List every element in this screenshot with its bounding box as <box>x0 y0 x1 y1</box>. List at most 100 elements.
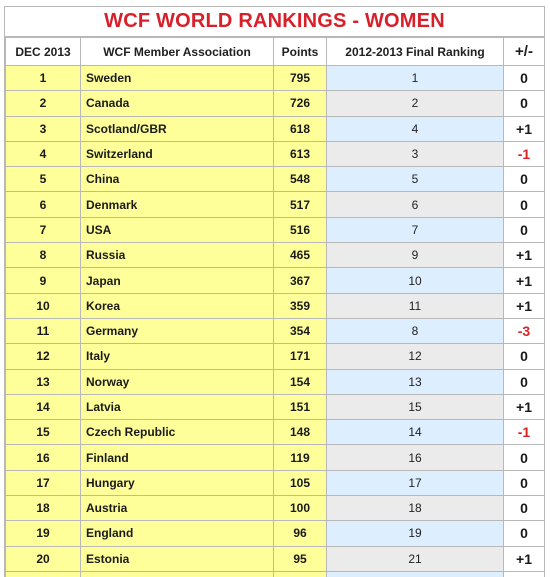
rank-cell: 3 <box>5 115 81 142</box>
association-cell: China <box>80 166 274 193</box>
column-header-final-ranking: 2012-2013 Final Ranking <box>326 37 504 66</box>
table-row: 15 Czech Republic 148 14 -1 <box>5 419 544 446</box>
rank-cell: 19 <box>5 520 81 547</box>
association-cell: Estonia <box>80 545 274 572</box>
association-cell: Hungary <box>80 469 274 497</box>
rank-cell: 1 <box>5 64 81 92</box>
change-cell: -1 <box>503 140 544 168</box>
change-cell: +1 <box>503 267 544 294</box>
points-cell: 465 <box>273 242 327 269</box>
column-header-change: +/- <box>503 37 544 66</box>
final-ranking-cell: 12 <box>326 343 504 370</box>
association-cell: Austria <box>80 495 274 522</box>
change-cell: 0 <box>503 191 544 218</box>
points-cell: 516 <box>273 216 327 244</box>
final-ranking-cell: 1 <box>326 64 504 92</box>
final-ranking-cell: 10 <box>326 267 504 294</box>
table-row: 4 Switzerland 613 3 -1 <box>5 140 544 168</box>
points-cell: 96 <box>273 520 327 547</box>
points-cell: 95 <box>273 545 327 572</box>
table-row: 10 Korea 359 11 +1 <box>5 292 544 319</box>
change-cell: -1 <box>503 419 544 446</box>
rank-cell: 9 <box>5 267 81 294</box>
rank-cell: 17 <box>5 469 81 497</box>
change-cell: 0 <box>503 368 544 395</box>
association-cell: Sweden <box>80 64 274 92</box>
final-ranking-cell: 16 <box>326 444 504 471</box>
change-cell: +1 <box>503 292 544 319</box>
rank-cell: 20 <box>5 545 81 572</box>
rankings-table: DEC 2013 WCF Member Association Points 2… <box>5 37 544 577</box>
final-ranking-cell: 15 <box>326 393 504 421</box>
association-cell: Czech Republic <box>80 419 274 446</box>
association-cell: Scotland/GBR <box>80 115 274 142</box>
empty-cell <box>80 570 274 577</box>
change-cell: 0 <box>503 444 544 471</box>
points-cell: 100 <box>273 495 327 522</box>
rank-cell: 18 <box>5 495 81 522</box>
rankings-frame: WCF WORLD RANKINGS - WOMEN DEC 2013 WCF … <box>4 6 545 577</box>
column-header-association: WCF Member Association <box>80 37 274 66</box>
change-cell: +1 <box>503 115 544 142</box>
table-row: 6 Denmark 517 6 0 <box>5 191 544 218</box>
table-row: 13 Norway 154 13 0 <box>5 368 544 395</box>
table-row: 2 Canada 726 2 0 <box>5 90 544 117</box>
column-header-points: Points <box>273 37 327 66</box>
association-cell: Germany <box>80 317 274 345</box>
final-ranking-cell: 7 <box>326 216 504 244</box>
final-ranking-cell: 13 <box>326 368 504 395</box>
table-row: 18 Austria 100 18 0 <box>5 495 544 522</box>
change-cell: -3 <box>503 317 544 345</box>
empty-cell <box>326 570 504 577</box>
association-cell: USA <box>80 216 274 244</box>
association-cell: Italy <box>80 343 274 370</box>
final-ranking-cell: 2 <box>326 90 504 117</box>
association-cell: Latvia <box>80 393 274 421</box>
association-cell: Finland <box>80 444 274 471</box>
final-ranking-cell: 9 <box>326 242 504 269</box>
final-ranking-cell: 18 <box>326 495 504 522</box>
association-cell: Russia <box>80 242 274 269</box>
points-cell: 171 <box>273 343 327 370</box>
table-row: 17 Hungary 105 17 0 <box>5 469 544 497</box>
table-row: 20 Estonia 95 21 +1 <box>5 545 544 572</box>
table-row-cutoff <box>5 570 544 577</box>
change-cell: +1 <box>503 393 544 421</box>
page-title: WCF WORLD RANKINGS - WOMEN <box>5 7 544 37</box>
final-ranking-cell: 3 <box>326 140 504 168</box>
table-row: 16 Finland 119 16 0 <box>5 444 544 471</box>
empty-cell <box>503 570 544 577</box>
points-cell: 148 <box>273 419 327 446</box>
final-ranking-cell: 4 <box>326 115 504 142</box>
rank-cell: 10 <box>5 292 81 319</box>
empty-cell <box>5 570 81 577</box>
column-header-rank: DEC 2013 <box>5 37 81 66</box>
association-cell: Denmark <box>80 191 274 218</box>
final-ranking-cell: 19 <box>326 520 504 547</box>
final-ranking-cell: 6 <box>326 191 504 218</box>
points-cell: 354 <box>273 317 327 345</box>
final-ranking-cell: 5 <box>326 166 504 193</box>
table-row: 14 Latvia 151 15 +1 <box>5 393 544 421</box>
rank-cell: 14 <box>5 393 81 421</box>
association-cell: Switzerland <box>80 140 274 168</box>
association-cell: Norway <box>80 368 274 395</box>
empty-cell <box>273 570 327 577</box>
points-cell: 154 <box>273 368 327 395</box>
final-ranking-cell: 8 <box>326 317 504 345</box>
change-cell: 0 <box>503 90 544 117</box>
change-cell: 0 <box>503 495 544 522</box>
association-cell: England <box>80 520 274 547</box>
change-cell: +1 <box>503 545 544 572</box>
change-cell: 0 <box>503 520 544 547</box>
table-row: 5 China 548 5 0 <box>5 166 544 193</box>
points-cell: 726 <box>273 90 327 117</box>
rank-cell: 6 <box>5 191 81 218</box>
table-row: 8 Russia 465 9 +1 <box>5 242 544 269</box>
rank-cell: 15 <box>5 419 81 446</box>
rank-cell: 16 <box>5 444 81 471</box>
rank-cell: 7 <box>5 216 81 244</box>
change-cell: 0 <box>503 216 544 244</box>
change-cell: 0 <box>503 166 544 193</box>
final-ranking-cell: 17 <box>326 469 504 497</box>
